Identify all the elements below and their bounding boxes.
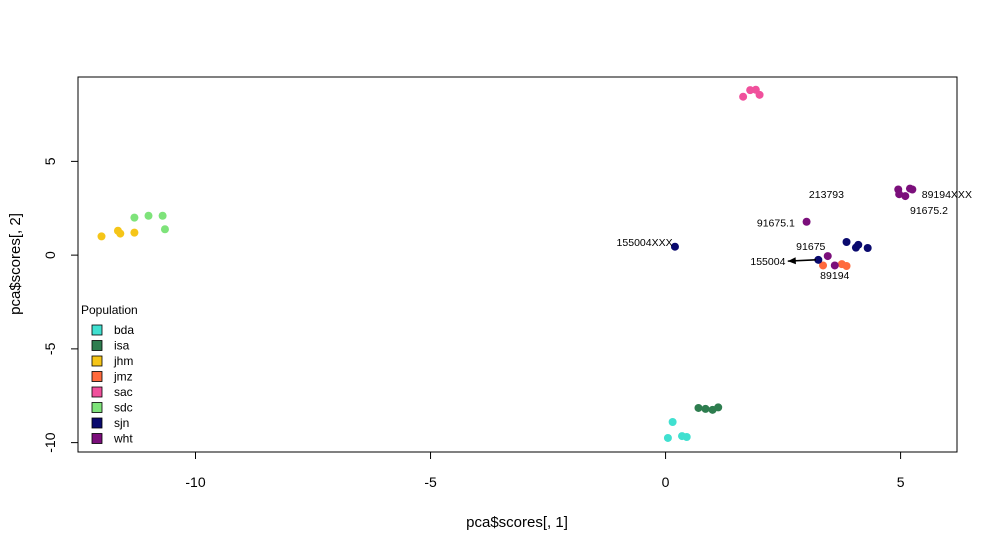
legend-label-sac: sac	[114, 385, 133, 399]
x-axis: -10 -5 0 5	[185, 452, 905, 490]
point-annotation-label: 89194XXX	[922, 189, 972, 201]
legend-swatch-wht	[91, 433, 103, 444]
point-bda	[682, 433, 691, 441]
point-annotation-label: 213793	[809, 189, 844, 201]
legend-label-jhm: jhm	[113, 354, 133, 368]
point-annotation-label: 155004XXX	[617, 237, 673, 249]
point-annotations: 213793 89194XXX 91675.2 91675.1 155004XXX 916…	[617, 189, 972, 282]
legend-label-sjn: sjn	[114, 416, 129, 430]
point-bda	[663, 433, 672, 442]
point-sdc	[144, 211, 153, 220]
point-annotation-label: 91675.2	[910, 205, 948, 217]
point-annotation-label: 91675	[796, 241, 825, 253]
legend-swatch-jmz	[91, 371, 103, 382]
point-sdc	[158, 211, 167, 220]
point-isa	[694, 403, 703, 412]
legend-swatch-sac	[91, 386, 103, 398]
y-tick-label: 5	[42, 157, 58, 165]
point-sjn	[854, 240, 863, 249]
point-isa	[714, 403, 723, 412]
legend-swatch-sdc	[91, 402, 103, 413]
point-wht	[830, 261, 839, 270]
x-tick-label: -10	[185, 474, 205, 490]
point-sac	[755, 90, 764, 99]
legend-swatch-sjn	[91, 417, 103, 429]
y-axis: -10 -5 0 5	[42, 157, 78, 453]
legend-label-isa: isa	[114, 339, 130, 353]
point-annotation-label: 91675.1	[757, 217, 795, 229]
point-isa	[701, 404, 710, 413]
point-jhm	[130, 228, 139, 237]
point-wht	[895, 190, 904, 199]
y-tick-label: 0	[42, 251, 58, 259]
plot-frame	[77, 76, 958, 453]
legend-label-jmz: jmz	[113, 370, 133, 384]
y-axis-title: pca$scores[, 2]	[7, 213, 24, 315]
y-tick-label: -5	[42, 342, 58, 355]
point-wht	[802, 217, 811, 226]
x-tick-label: 5	[897, 474, 905, 490]
point-annotation-label: 89194	[820, 270, 849, 282]
point-jmz	[842, 262, 851, 270]
legend-swatch-isa	[91, 340, 103, 351]
point-wht	[908, 185, 917, 194]
legend-label-wht: wht	[113, 432, 133, 446]
point-wht	[901, 192, 910, 201]
x-axis-title: pca$scores[, 1]	[466, 514, 568, 531]
point-sjn	[670, 242, 679, 251]
x-tick-label: -5	[424, 474, 437, 490]
annotation-arrowhead	[787, 257, 796, 265]
point-jhm	[97, 232, 106, 241]
point-jmz	[819, 261, 828, 270]
legend-swatch-bda	[91, 324, 103, 336]
point-sac	[739, 92, 748, 101]
y-tick-label: -10	[42, 432, 58, 452]
point-annotation-label: 155004	[750, 256, 785, 268]
point-sjn	[863, 244, 872, 252]
legend-label-bda: bda	[114, 323, 134, 337]
data-points	[97, 85, 917, 442]
point-bda	[668, 418, 677, 426]
x-tick-label: 0	[662, 474, 670, 490]
legend-label-sdc: sdc	[114, 401, 133, 415]
point-jhm	[116, 229, 125, 238]
point-wht	[823, 252, 832, 261]
point-sdc	[130, 213, 139, 222]
point-sdc	[160, 225, 169, 234]
point-sjn	[814, 255, 823, 264]
legend-title: Population	[81, 303, 138, 317]
point-sjn	[842, 238, 851, 246]
legend-swatch-jhm	[91, 355, 103, 367]
